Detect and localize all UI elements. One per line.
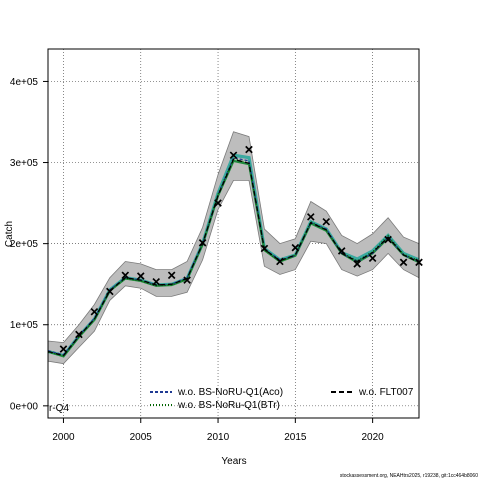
observed-point-16 (306, 213, 315, 221)
x-tick-label-0: 2000 (52, 432, 75, 443)
y-axis: 0e+00 1e+05 2e+05 3e+05 4e+05 (10, 77, 48, 412)
y-tick-label-2: 2e+05 (10, 239, 39, 250)
observed-point-21 (384, 235, 392, 244)
observed-points (59, 145, 423, 353)
observed-point-8 (183, 276, 191, 284)
observed-point-14 (276, 257, 284, 266)
x-tick-label-2: 2010 (207, 432, 230, 443)
observed-point-15 (291, 243, 300, 252)
extra-label: r-Q4 (49, 403, 69, 414)
y-tick-label-0: 0e+00 (10, 401, 39, 412)
y-tick-label-4: 4e+05 (10, 77, 39, 88)
observed-point-20 (368, 254, 377, 263)
observed-point-10 (214, 199, 222, 207)
footer-text: stockassessment.org, NEAHtrs2025, r19238… (340, 473, 478, 479)
legend: w.o. BS-NoRU-Q1(Aco) w.o. BS-NoRu-Q1(BTr)… (150, 387, 414, 411)
observed-point-12 (245, 145, 253, 154)
observed-point-0 (59, 345, 68, 353)
observed-point-22 (399, 258, 408, 267)
x-tick-label-3: 2015 (284, 432, 307, 443)
plot-frame (47, 48, 420, 419)
observed-point-7 (167, 271, 176, 280)
legend-label-0: w.o. BS-NoRU-Q1(Aco) (177, 387, 283, 398)
observed-point-11 (229, 151, 238, 160)
x-tick-label-4: 2020 (362, 432, 385, 443)
observed-point-6 (152, 277, 161, 286)
observed-point-1 (75, 330, 83, 339)
observed-point-4 (121, 271, 130, 280)
y-axis-title: Catch (4, 221, 15, 247)
observed-point-3 (106, 287, 114, 296)
legend-label-2: w.o. FLT007 (358, 387, 414, 398)
observed-point-5 (136, 272, 145, 280)
observed-point-18 (337, 247, 346, 255)
x-tick-label-1: 2005 (130, 432, 153, 443)
observed-point-13 (260, 244, 269, 253)
y-tick-label-1: 1e+05 (10, 320, 39, 331)
x-axis: 2000 2005 2010 2015 2020 (52, 418, 384, 443)
observed-point-9 (198, 239, 207, 247)
legend-label-1: w.o. BS-NoRu-Q1(BTr) (177, 400, 280, 411)
x-axis-title: Years (221, 456, 246, 467)
y-tick-label-3: 3e+05 (10, 158, 39, 169)
observed-point-19 (353, 260, 361, 268)
observed-point-2 (90, 307, 99, 316)
observed-point-17 (322, 217, 331, 226)
